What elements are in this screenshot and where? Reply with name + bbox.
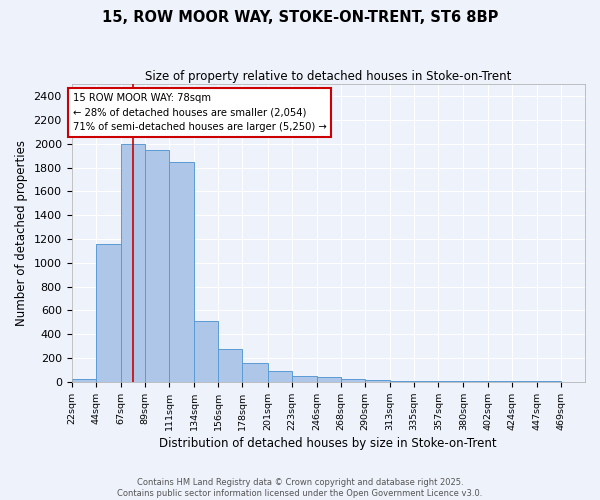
Text: 15 ROW MOOR WAY: 78sqm
← 28% of detached houses are smaller (2,054)
71% of semi-: 15 ROW MOOR WAY: 78sqm ← 28% of detached… xyxy=(73,92,326,132)
Bar xyxy=(365,380,390,382)
Bar xyxy=(488,381,512,382)
Text: 15, ROW MOOR WAY, STOKE-ON-TRENT, ST6 8BP: 15, ROW MOOR WAY, STOKE-ON-TRENT, ST6 8B… xyxy=(102,10,498,25)
Bar xyxy=(242,364,268,382)
Title: Size of property relative to detached houses in Stoke-on-Trent: Size of property relative to detached ho… xyxy=(145,70,511,83)
Bar xyxy=(292,376,317,382)
Y-axis label: Number of detached properties: Number of detached properties xyxy=(15,140,28,326)
Bar xyxy=(438,381,463,382)
Bar xyxy=(463,381,488,382)
Bar xyxy=(95,244,121,382)
X-axis label: Distribution of detached houses by size in Stoke-on-Trent: Distribution of detached houses by size … xyxy=(160,437,497,450)
Bar xyxy=(194,321,218,382)
Bar xyxy=(268,371,292,382)
Bar xyxy=(145,150,169,382)
Bar xyxy=(218,349,242,382)
Bar xyxy=(71,379,95,382)
Bar xyxy=(341,379,365,382)
Bar xyxy=(121,144,145,382)
Bar xyxy=(169,162,194,382)
Bar xyxy=(512,381,537,382)
Bar xyxy=(414,381,438,382)
Bar xyxy=(390,380,414,382)
Text: Contains HM Land Registry data © Crown copyright and database right 2025.
Contai: Contains HM Land Registry data © Crown c… xyxy=(118,478,482,498)
Bar xyxy=(317,377,341,382)
Bar xyxy=(537,381,561,382)
